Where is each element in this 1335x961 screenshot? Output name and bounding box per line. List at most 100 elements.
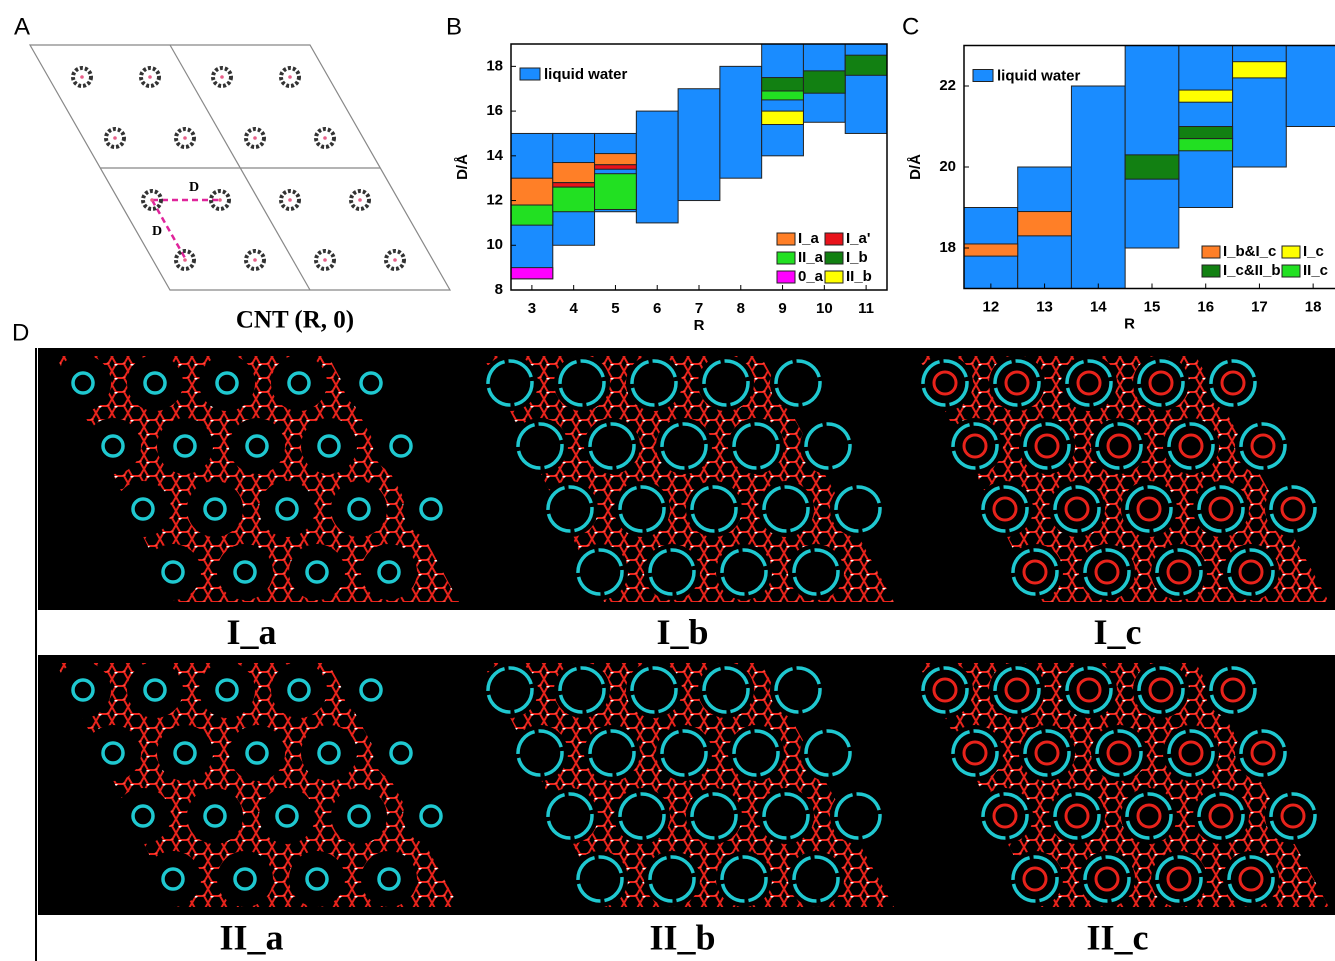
nanotube-core — [183, 136, 187, 140]
nanotube-core — [150, 198, 154, 202]
pore — [698, 662, 754, 718]
image-label: I_c — [1094, 612, 1142, 652]
pore — [259, 788, 315, 844]
pore — [656, 418, 712, 474]
pore — [115, 788, 171, 844]
nanotube-core — [253, 136, 257, 140]
legend-label: II_c — [1303, 262, 1328, 279]
x-tick-label: 16 — [1197, 298, 1214, 315]
pore — [1061, 355, 1117, 411]
pore — [1091, 418, 1147, 474]
pore — [917, 662, 973, 718]
pore — [289, 544, 345, 600]
pore — [917, 355, 973, 411]
pore — [584, 725, 640, 781]
x-tick-label: 5 — [611, 300, 619, 317]
y-tick-label: 22 — [939, 77, 956, 94]
y-tick-label: 10 — [486, 236, 503, 253]
pore — [331, 481, 387, 537]
pore — [187, 788, 243, 844]
pore — [1019, 725, 1075, 781]
x-tick-label: 11 — [858, 300, 874, 317]
pore — [343, 355, 399, 411]
phase-bar — [595, 154, 637, 165]
image-label: II_c — [1087, 917, 1149, 957]
pore — [788, 544, 844, 600]
pore — [373, 418, 429, 474]
pore — [1163, 418, 1219, 474]
pore — [1049, 481, 1105, 537]
pore — [217, 851, 273, 907]
pore — [361, 544, 417, 600]
pore — [614, 481, 670, 537]
pore — [512, 725, 568, 781]
pore — [1235, 725, 1291, 781]
phase-bar — [511, 178, 553, 205]
pore — [728, 725, 784, 781]
pore — [977, 481, 1033, 537]
pore — [301, 418, 357, 474]
legend-label: I_a' — [846, 230, 870, 247]
nanotube-core — [393, 258, 397, 262]
pore — [1133, 355, 1189, 411]
pore — [1061, 662, 1117, 718]
nanotube-core — [253, 258, 257, 262]
nanotube-core — [323, 258, 327, 262]
pore — [1007, 544, 1063, 600]
phase-bar — [1125, 155, 1179, 179]
legend-label: 0_a — [798, 268, 824, 285]
nanotube-core — [183, 258, 187, 262]
pore — [1205, 662, 1261, 718]
y-tick-label: 16 — [486, 102, 503, 119]
pore — [259, 481, 315, 537]
x-axis-title: R — [1124, 315, 1135, 332]
range-bar — [1125, 46, 1179, 249]
nanotube-core — [323, 136, 327, 140]
pore — [1019, 418, 1075, 474]
pore — [770, 355, 826, 411]
pore — [482, 662, 538, 718]
pore — [584, 418, 640, 474]
legend-swatch — [777, 271, 795, 283]
pore — [145, 851, 201, 907]
pore — [830, 788, 886, 844]
y-tick-label: 20 — [939, 158, 956, 175]
x-tick-label: 3 — [528, 300, 536, 317]
pore — [1205, 355, 1261, 411]
distance-label: D — [189, 180, 199, 195]
phase-bar — [964, 244, 1018, 256]
pore — [686, 481, 742, 537]
pore — [572, 851, 628, 907]
legend-swatch — [825, 252, 843, 264]
pore — [271, 355, 327, 411]
x-tick-label: 10 — [816, 300, 833, 317]
pore — [199, 662, 255, 718]
phase-bar — [762, 78, 804, 91]
range-bar — [678, 89, 720, 201]
legend-label: liquid water — [544, 66, 628, 83]
pore — [343, 662, 399, 718]
x-tick-label: 6 — [653, 300, 661, 317]
chart: 18202212131415161718RD/Åliquid waterI_b&… — [907, 46, 1335, 333]
pore — [229, 725, 285, 781]
x-tick-label: 8 — [737, 300, 745, 317]
pore — [1223, 851, 1279, 907]
legend-swatch — [973, 70, 993, 82]
pore — [512, 418, 568, 474]
pore — [644, 544, 700, 600]
pore — [127, 355, 183, 411]
y-tick-label: 8 — [495, 281, 503, 298]
x-tick-label: 7 — [695, 300, 703, 317]
range-bar — [636, 111, 678, 223]
pore — [157, 725, 213, 781]
pore — [800, 725, 856, 781]
phase-bar — [762, 111, 804, 124]
x-axis-title: R — [694, 317, 705, 334]
pore — [289, 851, 345, 907]
pore — [947, 725, 1003, 781]
pore — [217, 544, 273, 600]
phase-bar — [762, 91, 804, 100]
panel-label: B — [446, 13, 462, 40]
image-label: I_b — [656, 612, 708, 652]
pore — [554, 662, 610, 718]
